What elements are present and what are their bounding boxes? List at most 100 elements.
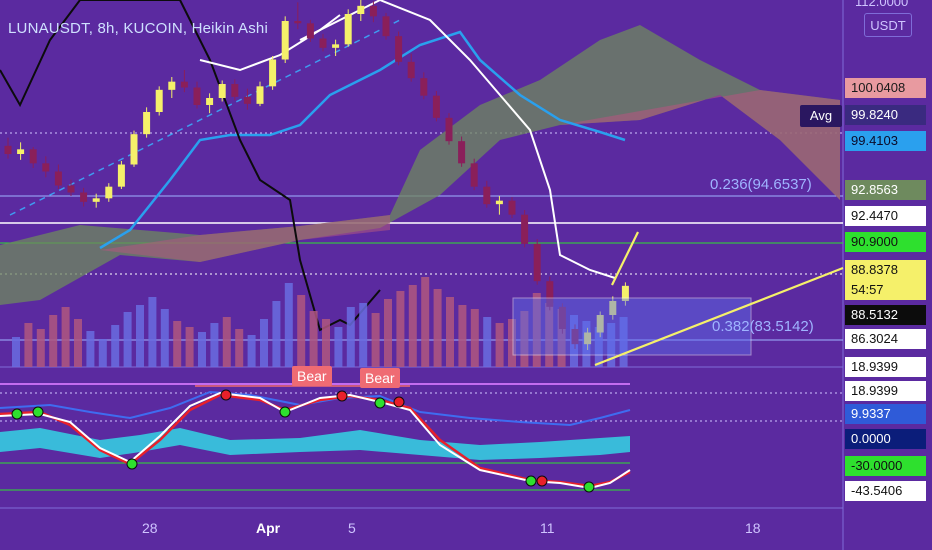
- price-label: -30.0000: [845, 456, 926, 476]
- volume-bar: [433, 289, 442, 367]
- volume-bar: [160, 309, 169, 367]
- volume-bar: [359, 303, 368, 367]
- x-tick-28: 28: [142, 520, 158, 536]
- volume-bar: [346, 307, 355, 367]
- price-label: 18.9399: [845, 357, 926, 377]
- candle-body: [17, 149, 25, 154]
- volume-bar: [557, 309, 566, 367]
- osc-cross-dot: [393, 396, 405, 408]
- osc-cross-dot: [11, 408, 23, 420]
- candle-body: [571, 329, 579, 345]
- candle-body: [621, 285, 629, 301]
- candle-body: [92, 198, 100, 202]
- avg-tag: Avg: [800, 105, 842, 127]
- candle-body: [42, 163, 50, 172]
- volume-bar: [309, 311, 318, 367]
- trend-dashed-line: [9, 19, 401, 216]
- candle-body: [206, 98, 214, 105]
- yellow-projection: [611, 231, 639, 286]
- candle-body: [130, 134, 138, 165]
- candle-body: [193, 87, 201, 105]
- price-label: 90.9000: [845, 232, 926, 252]
- volume-bar: [136, 305, 144, 367]
- x-tick-5: 5: [348, 520, 356, 536]
- volume-bar: [483, 317, 492, 367]
- candle-body: [168, 81, 176, 90]
- currency-button[interactable]: USDT: [864, 13, 912, 37]
- osc-cross-dot: [279, 406, 291, 418]
- ichimoku-cloud: [0, 25, 840, 305]
- price-label: 9.9337: [845, 404, 926, 424]
- candle-body: [54, 171, 62, 186]
- volume-bar: [61, 307, 70, 367]
- volume-bar: [123, 312, 132, 367]
- volume-bar: [371, 313, 380, 367]
- x-tick-18: 18: [745, 520, 761, 536]
- candle-body: [470, 163, 478, 187]
- volume-bar: [508, 319, 516, 367]
- price-label: 54:57: [845, 280, 926, 300]
- candle-body: [584, 332, 592, 345]
- osc-cross-dot: [536, 475, 548, 487]
- candle-body: [357, 5, 365, 14]
- candle-body: [105, 186, 113, 199]
- candle-body: [332, 44, 340, 48]
- candle-body: [218, 84, 226, 98]
- volume-bar: [532, 293, 541, 367]
- volume-bar: [74, 319, 82, 367]
- volume-bar: [495, 323, 504, 367]
- volume-bar: [322, 319, 330, 367]
- volume-bar: [198, 332, 206, 367]
- ichimoku-cloud-bearish: [560, 90, 840, 200]
- candle-body: [294, 21, 302, 24]
- candle-body: [395, 36, 403, 62]
- price-label: 92.4470: [845, 206, 926, 226]
- volume-bar: [594, 327, 603, 367]
- candle-body: [143, 112, 151, 135]
- price-label: 0.0000: [845, 429, 926, 449]
- volume-bar: [185, 327, 194, 367]
- volume-bar: [86, 331, 95, 367]
- candle-body: [344, 14, 352, 45]
- top-price-label: 112.0000: [855, 0, 909, 9]
- volume-bar: [173, 321, 182, 367]
- volume-bar: [111, 325, 120, 367]
- tenkan-line: [299, 0, 616, 279]
- osc-white-line: [0, 391, 631, 490]
- symbol-title[interactable]: LUNAUSDT, 8h, KUCOIN, Heikin Ashi: [8, 20, 269, 37]
- osc-cross-dot: [32, 406, 44, 418]
- candle-body: [319, 38, 327, 48]
- candle-body: [67, 185, 75, 193]
- volume-bar: [260, 319, 268, 367]
- osc-blue-line: [0, 390, 631, 427]
- candle-body: [117, 164, 125, 187]
- candle-body: [508, 200, 516, 215]
- volume-bar: [235, 329, 244, 367]
- price-label: 86.3024: [845, 329, 926, 349]
- osc-cross-dot: [583, 481, 595, 493]
- volume-bar: [520, 311, 529, 367]
- price-label: 99.8240: [845, 105, 926, 125]
- osc-cross-dot: [525, 475, 537, 487]
- fib-zone-box: [512, 297, 752, 356]
- osc-cross-dot: [374, 397, 386, 409]
- volume-bar: [545, 303, 554, 367]
- candle-body: [155, 89, 163, 112]
- candle-body: [495, 200, 503, 205]
- ichimoku-cloud-segment: [100, 215, 390, 262]
- volume-bar: [98, 339, 107, 367]
- price-label: 92.8563: [845, 180, 926, 200]
- candle-body: [420, 78, 428, 96]
- osc-cross-dot: [336, 390, 348, 402]
- yellow-trendline: [594, 266, 844, 367]
- osc-cross-dot: [220, 389, 232, 401]
- candle-body: [546, 281, 554, 307]
- volume-bar: [36, 329, 45, 367]
- candle-body: [306, 23, 314, 39]
- fib-0-236-label: 0.236(94.6537): [710, 176, 812, 193]
- volume-bar: [619, 317, 628, 367]
- candle-body: [558, 306, 566, 329]
- candle-body: [382, 16, 390, 37]
- volume-bar: [24, 323, 33, 367]
